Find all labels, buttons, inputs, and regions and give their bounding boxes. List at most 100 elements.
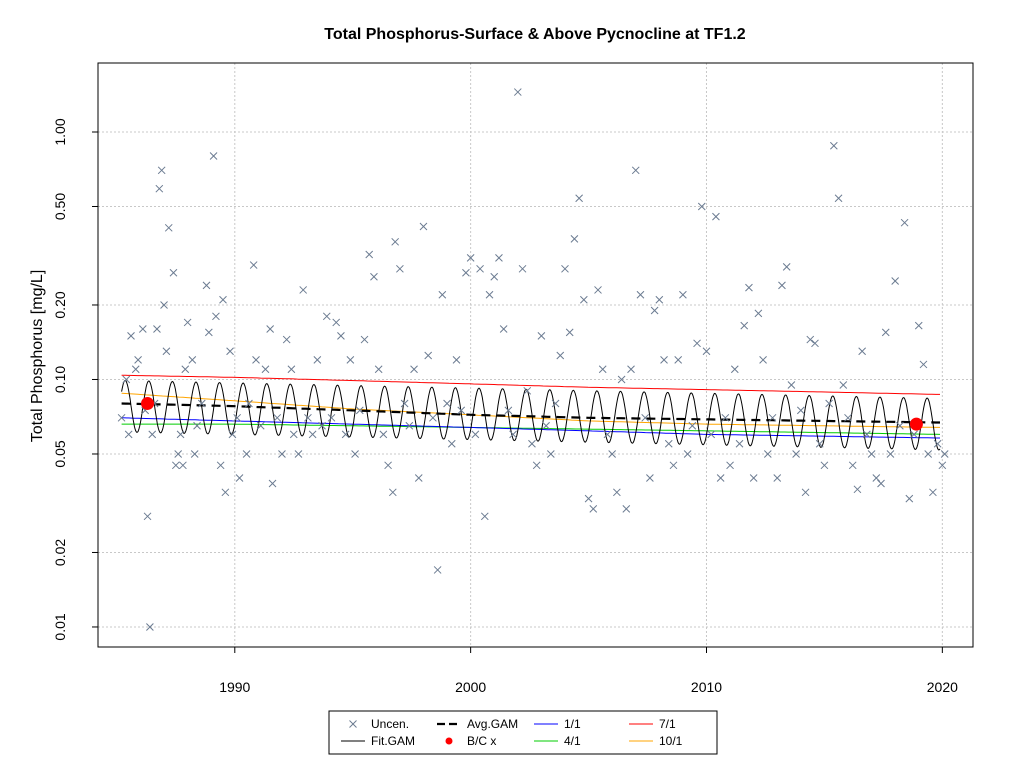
observation-point bbox=[655, 295, 664, 304]
observation-point bbox=[787, 381, 796, 389]
observation-point bbox=[749, 474, 758, 482]
observation-point bbox=[476, 264, 484, 273]
observation-point bbox=[603, 430, 612, 439]
observation-point bbox=[162, 347, 171, 356]
observation-point bbox=[388, 488, 397, 497]
series-layer bbox=[121, 374, 941, 451]
observation-point bbox=[570, 235, 579, 243]
observation-point bbox=[565, 328, 574, 337]
observation-point bbox=[273, 413, 282, 422]
observation-point bbox=[745, 283, 753, 292]
observation-point bbox=[391, 237, 400, 246]
observation-point bbox=[485, 290, 494, 299]
observation-point bbox=[933, 439, 942, 448]
observation-point bbox=[627, 365, 635, 374]
observation-point bbox=[242, 450, 251, 458]
observation-point bbox=[584, 494, 593, 503]
observation-point bbox=[716, 474, 725, 482]
observation-point bbox=[233, 413, 242, 422]
observation-point bbox=[124, 430, 133, 439]
observation-point bbox=[160, 301, 168, 309]
observation-point bbox=[801, 488, 810, 497]
observation-point bbox=[561, 264, 569, 273]
observation-point bbox=[905, 494, 914, 503]
observation-point bbox=[546, 450, 555, 458]
grid bbox=[98, 63, 973, 647]
observation-point bbox=[528, 439, 536, 448]
observation-point bbox=[153, 325, 161, 333]
observation-point bbox=[157, 166, 166, 175]
series-line-1-1 bbox=[121, 417, 940, 439]
bc-points bbox=[141, 396, 923, 431]
legend-item: 4/1 bbox=[534, 734, 581, 748]
observation-point bbox=[509, 430, 517, 439]
observation-point bbox=[252, 356, 260, 364]
observation-point bbox=[589, 505, 598, 513]
observation-point bbox=[400, 399, 409, 408]
observation-point bbox=[693, 339, 701, 348]
x-axis: 1990 2000 2010 2020 bbox=[219, 646, 958, 695]
observation-point bbox=[443, 399, 451, 408]
y-tick-label: 0.02 bbox=[52, 539, 68, 566]
observation-point bbox=[138, 325, 147, 333]
legend-label: 1/1 bbox=[564, 717, 581, 731]
observation-point bbox=[919, 360, 928, 369]
x-tick-label: 2000 bbox=[455, 679, 486, 695]
chart-title: Total Phosphorus-Surface & Above Pycnocl… bbox=[324, 26, 746, 43]
y-tick-label: 0.01 bbox=[52, 613, 68, 640]
observation-point bbox=[355, 406, 364, 415]
observation-point bbox=[669, 461, 678, 470]
observation-point bbox=[346, 356, 355, 364]
observation-point bbox=[351, 450, 359, 458]
observation-point bbox=[318, 421, 326, 430]
observation-point bbox=[131, 365, 140, 374]
observation-point bbox=[304, 413, 312, 422]
observation-point bbox=[219, 295, 227, 304]
observation-point bbox=[575, 194, 583, 203]
observation-point bbox=[190, 450, 199, 458]
observation-point bbox=[216, 461, 225, 470]
observation-point bbox=[212, 312, 220, 321]
observation-point bbox=[226, 347, 234, 356]
observation-point bbox=[702, 347, 711, 356]
observation-point bbox=[782, 263, 791, 271]
observation-point bbox=[726, 461, 734, 470]
legend-dot-icon bbox=[445, 737, 453, 745]
observation-point bbox=[490, 272, 499, 281]
observation-point bbox=[235, 474, 244, 482]
observation-point bbox=[337, 332, 345, 340]
observation-point bbox=[365, 250, 374, 259]
x-tick-label: 2010 bbox=[691, 679, 722, 695]
legend-item: 10/1 bbox=[629, 734, 683, 748]
observation-point bbox=[877, 479, 885, 488]
x-tick-label: 2020 bbox=[927, 679, 958, 695]
bc-point bbox=[909, 417, 923, 431]
observation-point bbox=[863, 430, 871, 439]
observation-point bbox=[256, 421, 265, 430]
observation-point bbox=[523, 386, 532, 395]
observation-point bbox=[881, 328, 890, 337]
observation-point bbox=[466, 254, 475, 262]
observation-point bbox=[438, 290, 447, 299]
observation-point bbox=[754, 309, 763, 318]
observation-point bbox=[872, 474, 881, 482]
observation-point bbox=[940, 450, 949, 458]
observation-point bbox=[495, 254, 503, 262]
observation-point bbox=[313, 356, 322, 364]
observation-point bbox=[462, 268, 470, 277]
y-tick-label: 1.00 bbox=[52, 118, 68, 145]
observation-point bbox=[646, 474, 654, 482]
observation-point bbox=[556, 351, 565, 360]
observation-point bbox=[844, 413, 852, 422]
series-line-avg-gam bbox=[121, 402, 940, 424]
observation-point bbox=[278, 450, 286, 458]
observation-point bbox=[820, 461, 829, 470]
observation-point bbox=[768, 413, 777, 422]
observation-point bbox=[169, 268, 178, 277]
observation-point bbox=[641, 413, 650, 422]
observation-point bbox=[613, 488, 621, 497]
observation-point bbox=[268, 479, 277, 488]
observation-point bbox=[518, 264, 527, 273]
observation-point bbox=[617, 375, 626, 384]
observation-point bbox=[792, 450, 800, 458]
